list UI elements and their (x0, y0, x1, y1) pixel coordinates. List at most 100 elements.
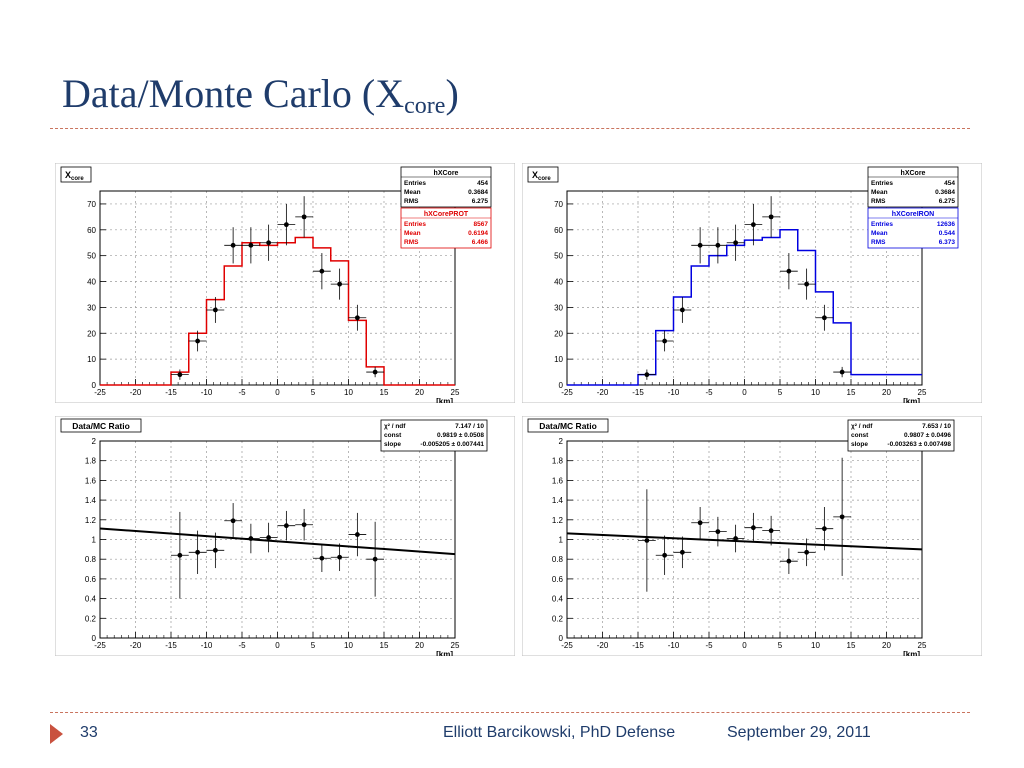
y-tick-label: 0.4 (85, 595, 97, 604)
data-point (212, 307, 218, 313)
data-point (715, 529, 721, 535)
stats-value: 12636 (937, 221, 955, 228)
hist-prot-chart: -25 -20 -15 -10 -5 0 5 10 15 20 25 0 10 20 30 40 50 60 70 [… (55, 163, 515, 403)
data-point (230, 518, 236, 524)
data-point (750, 525, 756, 531)
chart-title: Xcore (65, 170, 84, 182)
data-point (319, 268, 325, 274)
y-tick-label: 40 (87, 278, 96, 287)
data-point (697, 520, 703, 526)
data-point (230, 242, 236, 248)
chart-title-sub: core (538, 176, 551, 182)
ratio-prot-panel: -25 -20 -15 -10 -5 0 5 10 15 20 25 0 0.2 0.4 0.6 0.8 1 1.… (55, 416, 515, 656)
chart-title-box (60, 166, 92, 183)
stats-value: 454 (477, 180, 488, 187)
slide-title-end: ) (445, 71, 459, 116)
panel-frame (55, 416, 515, 656)
x-tick-label: 15 (380, 641, 389, 650)
slide-title-main: Data/Monte Carlo (X (62, 71, 405, 116)
x-tick-label: -25 (561, 641, 573, 650)
data-point (679, 549, 685, 555)
data-point (248, 536, 254, 541)
data-point (283, 523, 289, 529)
stats-value: 0.6194 (468, 230, 488, 237)
stats-box (380, 419, 488, 452)
panel-frame (522, 416, 982, 656)
top-divider (50, 128, 970, 129)
x-tick-label: -20 (597, 388, 609, 397)
ratio-iron-chart: -25 -20 -15 -10 -5 0 5 10 15 20 25 0 0.2 0.4 0.6 0.8 1 1.… (522, 416, 982, 656)
x-tick-label: 0 (742, 388, 747, 397)
x-tick-label: -10 (201, 388, 213, 397)
y-tick-label: 0.6 (552, 575, 564, 584)
data-point (195, 338, 201, 344)
stats-label: χ² / ndf (851, 423, 873, 430)
data-point (337, 281, 343, 287)
x-tick-label: -15 (165, 641, 177, 650)
stats-label: Mean (404, 189, 421, 196)
x-tick-label: 5 (778, 641, 783, 650)
data-point (768, 528, 774, 534)
x-tick-label: 0 (275, 641, 280, 650)
stats-box (847, 419, 955, 452)
x-tick-label: -25 (94, 388, 106, 397)
data-point (177, 552, 183, 558)
data-point (212, 547, 218, 553)
x-tick-label: -10 (668, 641, 680, 650)
stats-label: const (851, 432, 869, 439)
y-tick-label: 1.8 (552, 457, 564, 466)
x-axis-label: [km] (436, 397, 453, 403)
x-tick-label: 15 (847, 388, 856, 397)
y-tick-label: 0.6 (85, 575, 97, 584)
stats-value: -0.005205 ± 0.007441 (420, 441, 484, 448)
data-point (195, 549, 201, 555)
data-point (786, 268, 792, 274)
x-axis-label: [km] (903, 650, 920, 656)
x-tick-label: 5 (311, 641, 316, 650)
y-tick-label: 1 (559, 536, 564, 545)
chart-title-box (60, 418, 142, 433)
x-tick-label: 20 (415, 641, 424, 650)
x-tick-label: -5 (238, 641, 246, 650)
data-point (750, 222, 756, 228)
stats-value: 7.147 / 10 (455, 423, 484, 430)
y-tick-label: 0 (92, 381, 97, 390)
x-tick-label: 15 (847, 641, 856, 650)
data-point (372, 369, 378, 375)
stats-label: RMS (871, 198, 886, 205)
y-tick-label: 60 (87, 226, 96, 235)
x-tick-label: -15 (165, 388, 177, 397)
stats-value: 6.275 (472, 198, 489, 205)
stats-label: Mean (404, 230, 421, 237)
hist-iron-chart: -25 -20 -15 -10 -5 0 5 10 15 20 25 0 10 20 30 40 50 60 70 [… (522, 163, 982, 403)
data-point (248, 242, 254, 248)
x-tick-label: 10 (811, 641, 820, 650)
y-tick-label: 50 (554, 252, 563, 261)
chart-title-main: X (65, 170, 71, 180)
data-point (301, 522, 307, 528)
data-point (319, 555, 325, 561)
x-tick-label: -10 (668, 388, 680, 397)
slide-title-subscript: core (404, 93, 446, 119)
data-point (821, 315, 827, 321)
data-point (786, 558, 792, 564)
y-tick-label: 0.4 (552, 595, 564, 604)
y-tick-label: 70 (87, 200, 96, 209)
stats-box (867, 207, 959, 249)
stats-label: slope (851, 441, 868, 448)
stats-box-name: hXCore (434, 170, 459, 177)
stats-label: Mean (871, 189, 888, 196)
x-tick-label: 20 (415, 388, 424, 397)
data-point (644, 372, 650, 378)
y-tick-label: 0 (92, 634, 97, 643)
y-tick-label: 1.4 (552, 496, 564, 505)
bottom-divider (50, 712, 970, 713)
stats-value: 0.3684 (468, 189, 488, 196)
data-point (839, 514, 845, 520)
y-tick-label: 1 (92, 536, 97, 545)
stats-value: -0.003263 ± 0.007498 (887, 441, 951, 448)
play-arrow-icon (50, 724, 63, 744)
x-tick-label: 25 (918, 388, 927, 397)
x-tick-label: 25 (918, 641, 927, 650)
x-tick-label: 10 (344, 641, 353, 650)
